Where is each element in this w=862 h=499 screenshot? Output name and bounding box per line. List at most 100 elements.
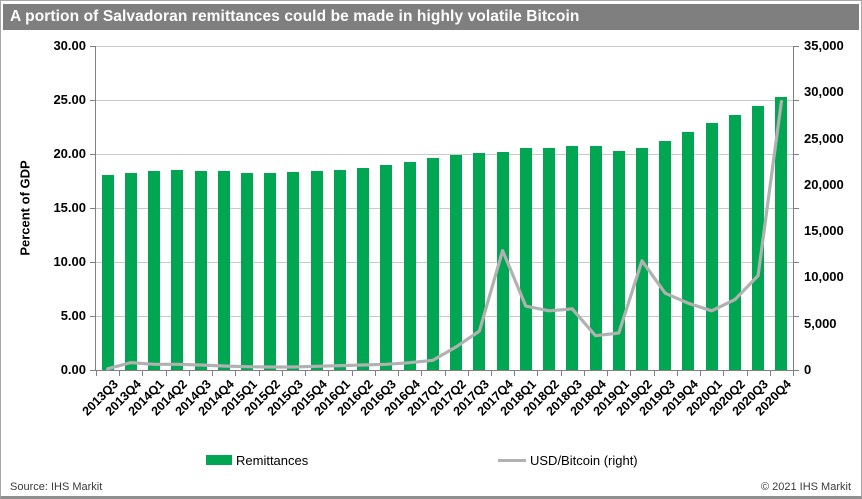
x-axis-tick [398, 371, 399, 376]
x-axis-tick [491, 371, 492, 376]
x-axis-tick [654, 371, 655, 376]
right-axis-tick-label: 5,000 [804, 316, 837, 331]
x-axis-tick [96, 371, 97, 376]
remittances-bar [659, 141, 671, 370]
left-axis-tick-label: 5.00 [60, 308, 86, 323]
remittances-swatch-icon [206, 455, 232, 465]
legend-label-usd-bitcoin: USD/Bitcoin (right) [530, 452, 638, 468]
x-axis-tick [468, 371, 469, 376]
x-axis-tick [514, 371, 515, 376]
remittances-bar [775, 97, 787, 370]
left-axis-tick [90, 154, 96, 155]
left-axis-tick-label: 20.00 [53, 146, 86, 161]
source-note: Source: IHS Markit [10, 481, 103, 493]
x-axis-tick [328, 371, 329, 376]
x-axis-tick [561, 371, 562, 376]
gridline [96, 46, 793, 47]
left-axis-tick-label: 25.00 [53, 92, 86, 107]
x-axis-tick [700, 371, 701, 376]
right-axis-tick [793, 208, 799, 209]
x-axis-tick [305, 371, 306, 376]
remittances-bar [148, 171, 160, 370]
remittances-bar [520, 148, 532, 370]
remittances-bar [218, 171, 230, 370]
remittances-bar [380, 165, 392, 370]
right-axis-tick [793, 100, 799, 101]
left-axis-tick [90, 316, 96, 317]
left-axis-tick-label: 30.00 [53, 38, 86, 53]
x-axis-tick [607, 371, 608, 376]
left-axis-tick [90, 262, 96, 263]
remittances-bar [241, 173, 253, 370]
x-axis-tick [166, 371, 167, 376]
remittances-bar [729, 115, 741, 370]
right-axis-tick-label: 10,000 [804, 269, 844, 284]
remittances-bar [171, 170, 183, 370]
right-axis-tick-label: 20,000 [804, 177, 844, 192]
gridline [96, 316, 793, 317]
remittances-bar [450, 155, 462, 370]
remittances-bar [590, 146, 602, 370]
remittances-bar [497, 152, 509, 370]
left-axis-tick [90, 370, 96, 371]
x-axis-tick [352, 371, 353, 376]
x-axis-line [95, 370, 794, 371]
left-axis-tick-label: 0.00 [60, 362, 86, 377]
x-axis-tick [375, 371, 376, 376]
remittances-bar [473, 153, 485, 370]
x-axis-tick [793, 371, 794, 376]
remittances-bar [195, 171, 207, 370]
x-axis-tick [770, 371, 771, 376]
left-axis-tick [90, 100, 96, 101]
right-axis-tick-label: 25,000 [804, 131, 844, 146]
chart-title-bar: A portion of Salvadoran remittances coul… [3, 4, 859, 30]
remittances-bar [543, 148, 555, 370]
remittances-bar [682, 132, 694, 370]
x-axis-tick [259, 371, 260, 376]
right-axis-tick-label: 35,000 [804, 38, 844, 53]
legend-label-remittances: Remittances [236, 452, 309, 468]
chart-title: A portion of Salvadoran remittances coul… [10, 8, 580, 25]
x-axis-tick [282, 371, 283, 376]
gridline [96, 262, 793, 263]
gridline [96, 100, 793, 101]
legend-item-usd-bitcoin: USD/Bitcoin (right) [498, 452, 638, 468]
right-axis-tick [793, 316, 799, 317]
remittances-bar [427, 158, 439, 370]
remittances-bar [287, 172, 299, 370]
left-axis-tick [90, 46, 96, 47]
copyright-note: © 2021 IHS Markit [760, 481, 851, 493]
usd-bitcoin-swatch-icon [498, 458, 526, 462]
remittances-bar [102, 175, 114, 370]
right-axis-tick [793, 262, 799, 263]
x-axis-tick [747, 371, 748, 376]
x-axis-tick [677, 371, 678, 376]
remittances-bar [357, 168, 369, 370]
x-axis-tick [537, 371, 538, 376]
x-axis-tick [235, 371, 236, 376]
remittances-bar [125, 173, 137, 370]
x-axis-tick [119, 371, 120, 376]
usd-bitcoin-line [105, 99, 784, 371]
right-axis-tick [793, 370, 799, 371]
right-axis-tick-label: 15,000 [804, 223, 844, 238]
legend-item-remittances: Remittances [206, 452, 309, 468]
right-axis-tick-label: 0 [804, 362, 812, 377]
gridline [96, 208, 793, 209]
left-axis-tick-label: 15.00 [53, 200, 86, 215]
left-axis-tick [90, 208, 96, 209]
right-axis-tick [793, 154, 799, 155]
left-axis-tick-label: 10.00 [53, 254, 86, 269]
x-axis-tick [445, 371, 446, 376]
right-axis-tick [793, 46, 799, 47]
x-axis-tick [142, 371, 143, 376]
x-axis-tick [723, 371, 724, 376]
x-axis-tick [630, 371, 631, 376]
remittances-bar [311, 171, 323, 370]
gridline [96, 154, 793, 155]
right-axis-tick-label: 30,000 [804, 84, 844, 99]
x-axis-tick [421, 371, 422, 376]
remittances-bar [334, 170, 346, 370]
